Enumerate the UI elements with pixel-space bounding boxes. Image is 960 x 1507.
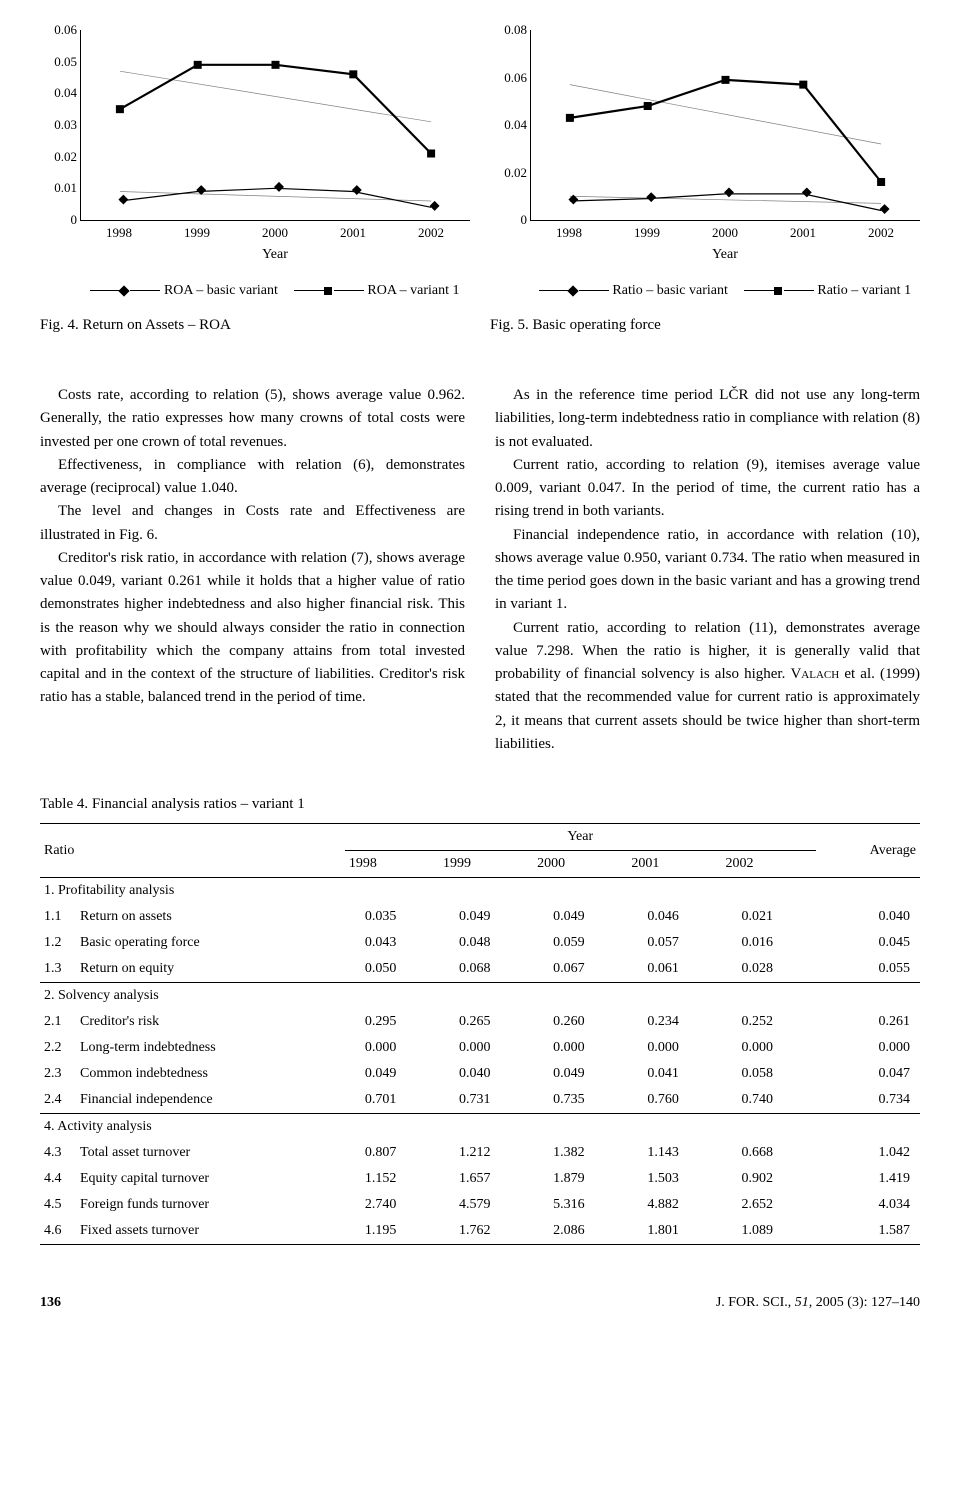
paragraph: As in the reference time period LČR did …: [495, 384, 920, 454]
paragraph: Effectiveness, in compliance with relati…: [40, 454, 465, 501]
legend-item: Ratio – basic variant: [539, 283, 728, 298]
y-tick: 0.04: [41, 85, 77, 101]
chart-right-xlabels: 1998 1999 2000 2001 2002: [530, 225, 920, 241]
x-label: 2001: [790, 225, 816, 241]
x-label: 1998: [106, 225, 132, 241]
x-label: 2002: [868, 225, 894, 241]
x-label: 2000: [712, 225, 738, 241]
y-tick: 0.02: [41, 149, 77, 165]
charts-row: 00.010.020.030.040.050.06 19981999200020…: [40, 30, 920, 334]
fig5-caption: Fig. 5. Basic operating force: [490, 317, 920, 334]
chart-left-col: 00.010.020.030.040.050.06 1998 1999 2000 20…: [40, 30, 470, 334]
chart-right: 00.020.040.060.08: [530, 30, 920, 221]
y-tick: 0: [491, 212, 527, 228]
paragraph: Creditor's risk ratio, in accordance wit…: [40, 547, 465, 710]
x-label: 2001: [340, 225, 366, 241]
x-label: 2000: [262, 225, 288, 241]
y-tick: 0.06: [41, 22, 77, 38]
y-tick: 0: [41, 212, 77, 228]
x-label: 1999: [634, 225, 660, 241]
chart-right-legend: Ratio – basic variant Ratio – variant 1: [530, 283, 920, 299]
y-tick: 0.06: [491, 70, 527, 86]
journal-citation: J. FOR. SCI., 51, 2005 (3): 127–140: [716, 1295, 920, 1311]
paragraph: Financial independence ratio, in accorda…: [495, 524, 920, 617]
paragraph: Current ratio, according to relation (11…: [495, 617, 920, 757]
page-footer: 136 J. FOR. SCI., 51, 2005 (3): 127–140: [40, 1295, 920, 1311]
legend-item: Ratio – variant 1: [744, 283, 911, 298]
y-tick: 0.01: [41, 180, 77, 196]
chart-left-xaxis-title: Year: [80, 247, 470, 263]
fig4-caption: Fig. 4. Return on Assets – ROA: [40, 317, 470, 334]
y-tick: 0.08: [491, 22, 527, 38]
x-label: 1998: [556, 225, 582, 241]
x-label: 2002: [418, 225, 444, 241]
chart-right-xaxis-title: Year: [530, 247, 920, 263]
y-tick: 0.03: [41, 117, 77, 133]
chart-left-legend: ROA – basic variant ROA – variant 1: [80, 283, 470, 299]
chart-right-col: 00.020.040.060.08 1998 1999 2000 2001 2002 Y…: [490, 30, 920, 334]
table4: RatioYearAverage199819992000200120021. P…: [40, 823, 920, 1245]
y-tick: 0.02: [491, 165, 527, 181]
table4-caption: Table 4. Financial analysis ratios – var…: [40, 796, 920, 813]
chart-left-xlabels: 1998 1999 2000 2001 2002: [80, 225, 470, 241]
legend-item: ROA – basic variant: [90, 283, 277, 298]
body-text: Costs rate, according to relation (5), s…: [40, 384, 920, 756]
body-right-col: As in the reference time period LČR did …: [495, 384, 920, 756]
page-number: 136: [40, 1295, 61, 1311]
y-tick: 0.05: [41, 54, 77, 70]
body-left-col: Costs rate, according to relation (5), s…: [40, 384, 465, 756]
x-label: 1999: [184, 225, 210, 241]
paragraph: Costs rate, according to relation (5), s…: [40, 384, 465, 454]
paragraph: The level and changes in Costs rate and …: [40, 500, 465, 547]
y-tick: 0.04: [491, 117, 527, 133]
legend-item: ROA – variant 1: [294, 283, 460, 298]
paragraph: Current ratio, according to relation (9)…: [495, 454, 920, 524]
chart-left: 00.010.020.030.040.050.06: [80, 30, 470, 221]
